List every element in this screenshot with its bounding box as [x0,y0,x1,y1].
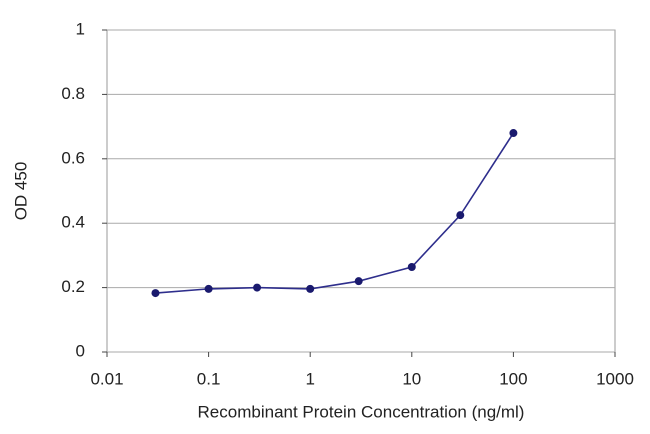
y-tick-label: 0.6 [61,148,85,167]
plot-frame [106,29,616,353]
y-tick-label: 0.2 [61,277,85,296]
x-tick-label: 0.01 [90,369,123,388]
data-point [204,284,213,293]
data-point [151,289,160,298]
data-point [253,283,262,292]
data-point [306,284,315,293]
x-tick-label: 1 [305,369,314,388]
x-axis-title: Recombinant Protein Concentration (ng/ml… [198,402,525,421]
y-axis-title: OD 450 [11,162,30,221]
y-tick-label: 0.8 [61,84,85,103]
x-tick-label: 100 [499,369,527,388]
data-point [509,129,518,138]
y-tick-label: 0.4 [61,213,85,232]
y-tick-label: 1 [76,19,85,38]
data-point [456,211,465,220]
data-point [407,262,416,271]
x-tick-label: 10 [402,369,421,388]
x-tick-label: 1000 [596,369,634,388]
y-tick-label: 0 [76,341,85,360]
data-point [354,277,363,286]
series-line [155,132,515,294]
x-tick-label: 0.1 [197,369,221,388]
